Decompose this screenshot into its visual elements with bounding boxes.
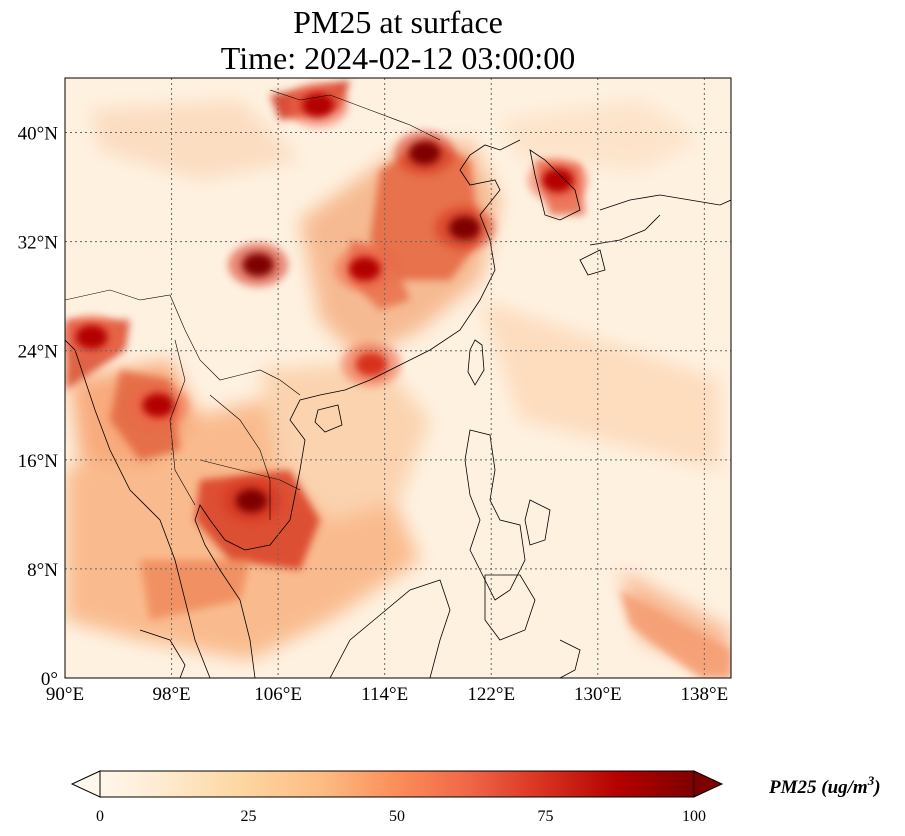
lat-tick-labels: 0° 8°N 16°N 24°N 32°N 40°N — [18, 124, 59, 690]
lon-tick-label: 130°E — [574, 684, 622, 705]
hotspot-core — [302, 93, 335, 118]
colorbar-tick-label: 75 — [538, 808, 554, 825]
colorbar-label-sup: 3 — [867, 773, 875, 788]
lon-tick-label: 98°E — [152, 684, 190, 705]
colorbar-frame — [99, 770, 695, 798]
lon-tick-label: 90°E — [46, 684, 84, 705]
lat-tick-label: 32°N — [18, 233, 59, 254]
hotspot-core — [242, 252, 275, 277]
coastlines — [65, 89, 731, 678]
colorbar-min-extend — [70, 770, 101, 798]
hotspot-core — [348, 256, 381, 281]
colorbar-label-end: ) — [872, 777, 880, 798]
colorbar-tick-label: 50 — [389, 808, 405, 825]
hotspot-core — [142, 393, 175, 418]
colorbar-label: PM25 (ug/m3) — [768, 773, 881, 798]
hotspots-layer — [65, 83, 588, 523]
map-title: PM25 at surface — [293, 4, 503, 40]
colorbar-gradient — [100, 771, 694, 797]
hotspot-core — [448, 216, 481, 240]
lat-tick-label: 8°N — [27, 560, 58, 581]
lon-tick-label: 114°E — [361, 684, 408, 705]
colorbar-tick-label: 0 — [96, 808, 104, 825]
lat-tick-label: 24°N — [18, 342, 59, 363]
hotspot-core — [408, 141, 441, 165]
lat-tick-label: 16°N — [18, 451, 59, 472]
map-frame — [64, 77, 732, 679]
lon-tick-label: 122°E — [467, 684, 515, 705]
lon-tick-labels: 90°E 98°E 106°E 114°E 122°E 130°E 138°E — [46, 684, 728, 705]
map-subtitle-time: Time: 2024-02-12 03:00:00 — [220, 40, 576, 76]
colorbar-tick-label: 25 — [241, 808, 257, 825]
pm25-field — [65, 78, 731, 678]
colorbar-label-text: PM25 (ug/m — [768, 777, 868, 798]
gridlines — [65, 78, 731, 678]
colorbar-max-extend — [693, 770, 724, 798]
lat-tick-label: 0° — [41, 669, 58, 690]
lon-tick-label: 106°E — [254, 684, 302, 705]
lon-tick-label: 138°E — [681, 684, 729, 705]
hotspot-core — [235, 488, 268, 513]
hotspot-core — [75, 325, 108, 350]
hotspot-core — [355, 352, 388, 377]
hotspot-core — [541, 168, 574, 193]
lat-tick-label: 40°N — [18, 124, 59, 145]
colorbar: 0 25 50 75 100 PM25 (ug/m3) — [70, 770, 881, 825]
colorbar-tick-label: 100 — [682, 808, 706, 825]
colorbar-tick-labels: 0 25 50 75 100 — [96, 808, 706, 825]
